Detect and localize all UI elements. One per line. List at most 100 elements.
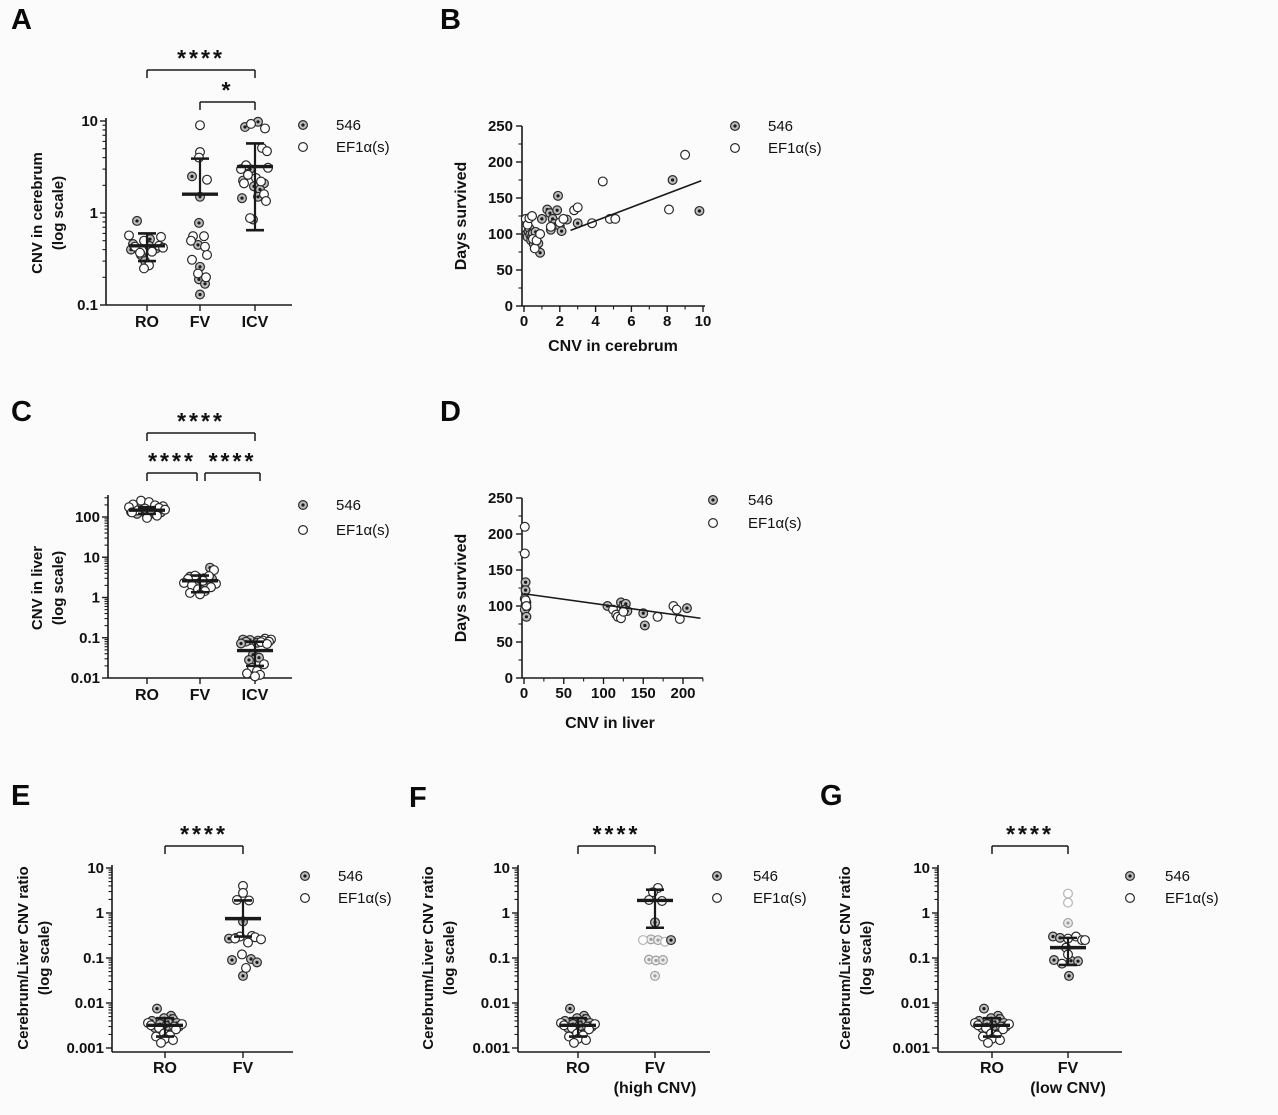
y-axis-title-line: Cerebrum/Liver CNV ratio: [15, 866, 32, 1049]
significance-stars: ****: [1006, 821, 1054, 847]
data-point-dot: [685, 606, 689, 610]
data-point-ef1a: [729, 143, 740, 154]
x-category-label: RO: [153, 1060, 177, 1077]
data-point-ef1a: [193, 268, 204, 279]
axes: 0.001 0.01 0.1 1 10 RO FV: [66, 860, 293, 1077]
x-category-label: ICV: [242, 314, 269, 331]
data-point-dot: [148, 237, 152, 241]
y-axis-title-line: Cerebrum/Liver CNV ratio: [837, 866, 854, 1049]
panel-G-chart: 0.001 0.01 0.1 1 10 RO FV (low CNV) Cerebrum/Liv…: [837, 821, 1219, 1097]
data-point-ef1a: [680, 149, 691, 160]
data-point-dot: [240, 196, 244, 200]
data-point-dot: [647, 958, 651, 962]
legend-label: 546: [336, 117, 361, 134]
significance-stars: ****: [177, 45, 225, 71]
y-axis-title-line: (log scale): [441, 921, 458, 995]
data-point-ef1a: [707, 517, 718, 528]
panel-label-F: F: [409, 782, 427, 814]
data-point-dot: [538, 251, 542, 255]
y-tick-label: 100: [488, 598, 513, 615]
median-error-bars: [129, 142, 273, 263]
data-point-ef1a: [202, 249, 213, 260]
data-point-ef1a: [535, 229, 546, 240]
x-category-label: FV: [190, 687, 211, 704]
y-tick-label: 10: [493, 860, 510, 877]
data-point-dot: [555, 208, 559, 212]
panel-B-chart: 0 50 100 150 200 250 0 2 4 6 8 10 Days survived CNV i…: [453, 118, 822, 355]
axes: 0.001 0.01 0.1 1 10 RO FV (low CNV): [892, 860, 1122, 1097]
y-tick-label: 10: [87, 860, 104, 877]
data-point-dot: [711, 498, 715, 502]
data-point-dot: [301, 503, 305, 507]
panel-label-C: C: [11, 396, 32, 428]
y-tick-label: 200: [488, 526, 513, 543]
legend-label: EF1α(s): [338, 890, 392, 907]
data-point-dot: [643, 623, 647, 628]
data-point-ef1a: [527, 211, 538, 222]
axes: 0.1 1 10 RO FV ICV: [77, 113, 292, 331]
x-category-label: RO: [980, 1060, 1004, 1077]
data-point-ef1af: [1062, 888, 1073, 899]
y-tick-label: 1: [92, 590, 100, 607]
data-points: [555, 882, 676, 1048]
legend: 546 EF1α(s): [729, 118, 822, 157]
data-points: [520, 149, 705, 258]
x-tick-label: 200: [670, 685, 695, 702]
data-point-ef1a: [1079, 935, 1090, 946]
legend-label: 546: [336, 497, 361, 514]
data-point-ef1a: [262, 146, 273, 157]
data-point-dot: [155, 1007, 159, 1011]
data-point-dot: [524, 615, 528, 619]
data-point-dot: [653, 974, 657, 978]
y-tick-label: 50: [496, 262, 513, 279]
data-point-dot: [576, 221, 580, 225]
data-point-dot: [641, 611, 645, 615]
data-point-ef1a: [529, 243, 540, 254]
data-point-ef1af: [1062, 897, 1073, 908]
data-point-ef1a: [572, 202, 583, 213]
trend-line: [570, 179, 702, 232]
data-point-ef1a: [671, 604, 682, 615]
y-tick-label: 0: [505, 670, 513, 687]
data-point-ef1a: [711, 892, 722, 903]
x-category-label: ICV: [242, 687, 269, 704]
data-point-dot: [257, 656, 261, 660]
y-tick-label: 10: [913, 860, 930, 877]
legend-label: EF1α(s): [768, 140, 822, 157]
legend-label: 546: [748, 492, 773, 509]
data-point-dot: [670, 178, 675, 182]
x-category-label: RO: [566, 1060, 590, 1077]
data-point-ef1a: [135, 247, 146, 258]
legend-label: 546: [753, 868, 778, 885]
significance-brackets: **** **** ****: [146, 408, 261, 481]
x-category-label: FV: [1058, 1060, 1079, 1077]
panel-label-G: G: [820, 780, 843, 812]
data-point-dot: [301, 123, 305, 127]
data-point-dot: [198, 265, 202, 269]
y-axis-title-line: (log scale): [36, 921, 53, 995]
y-axis-title: Cerebrum/Liver CNV ratio (log scale): [837, 866, 875, 1049]
x-tick-label: 8: [663, 313, 671, 330]
data-point-dot: [303, 874, 307, 878]
x-tick-label: 2: [556, 313, 564, 330]
data-point-dot: [1066, 921, 1070, 925]
significance-brackets: ****: [577, 821, 656, 854]
data-point-dot: [1052, 958, 1056, 962]
axes: 0 50 100 150 200 250 0 2 4 6 8 10: [488, 118, 711, 330]
x-tick-label: 50: [555, 685, 572, 702]
legend-label: 546: [1165, 868, 1190, 885]
panel-C-chart: 0.01 0.1 1 10 100 RO FV ICV CNV in liver (log sca…: [29, 408, 390, 704]
data-point-ef1a: [195, 120, 206, 131]
panel-label-A: A: [11, 4, 32, 36]
data-point-ef1a: [200, 241, 211, 252]
panel-F-chart: 0.001 0.01 0.1 1 10 RO FV (high CNV) Cerebrum/Li…: [420, 821, 807, 1097]
data-point-ef1a: [202, 174, 213, 185]
x-axis-title: CNV in liver: [565, 715, 655, 732]
data-point-dot: [227, 936, 231, 941]
y-axis-title: Days survived: [453, 162, 470, 271]
y-tick-label: 10: [83, 549, 100, 566]
significance-stars: ****: [148, 448, 196, 474]
y-tick-label: 50: [496, 634, 513, 651]
x-category-label: (high CNV): [614, 1080, 697, 1097]
data-point-dot: [197, 221, 201, 225]
